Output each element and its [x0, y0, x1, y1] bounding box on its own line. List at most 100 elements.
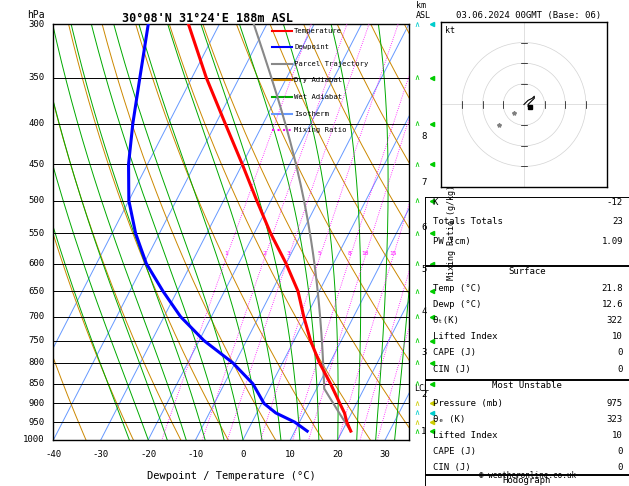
Text: 15: 15	[389, 251, 396, 256]
Text: 300: 300	[28, 20, 45, 29]
Text: Isotherm: Isotherm	[294, 111, 329, 117]
Text: 5: 5	[421, 265, 426, 274]
Text: θₜ(K): θₜ(K)	[433, 316, 460, 326]
Text: 21.8: 21.8	[601, 284, 623, 294]
Text: 1: 1	[421, 427, 426, 436]
Text: Hodograph: Hodograph	[503, 476, 551, 485]
Text: CAPE (J): CAPE (J)	[433, 447, 476, 456]
Text: 2: 2	[421, 390, 426, 399]
Text: CIN (J): CIN (J)	[433, 463, 470, 472]
Text: 0: 0	[240, 450, 246, 459]
Text: 750: 750	[28, 336, 45, 345]
Text: 10: 10	[361, 251, 369, 256]
Text: ∧: ∧	[414, 336, 419, 345]
Text: ∧: ∧	[414, 379, 419, 388]
Text: 0: 0	[618, 463, 623, 472]
Text: 12.6: 12.6	[601, 300, 623, 310]
Text: 322: 322	[607, 316, 623, 326]
Text: 3: 3	[421, 348, 426, 357]
Text: ∧: ∧	[414, 160, 419, 169]
Text: 1: 1	[225, 251, 228, 256]
Text: 0: 0	[618, 348, 623, 358]
Text: 10: 10	[612, 332, 623, 342]
Text: 23: 23	[612, 217, 623, 226]
Text: 10: 10	[285, 450, 296, 459]
Text: θₑ (K): θₑ (K)	[433, 415, 465, 424]
Text: 5: 5	[318, 251, 321, 256]
Text: 1000: 1000	[23, 435, 45, 444]
Text: Lifted Index: Lifted Index	[433, 332, 498, 342]
Text: 7: 7	[421, 178, 426, 188]
Text: ∧: ∧	[414, 358, 419, 367]
Text: -12: -12	[607, 198, 623, 207]
Text: -20: -20	[140, 450, 156, 459]
Text: hPa: hPa	[27, 10, 45, 20]
Text: 600: 600	[28, 259, 45, 268]
Text: kt: kt	[445, 26, 455, 35]
Text: Most Unstable: Most Unstable	[492, 381, 562, 390]
Text: 8: 8	[421, 132, 426, 141]
Text: 800: 800	[28, 358, 45, 367]
Text: Wet Adiabat: Wet Adiabat	[294, 94, 342, 100]
Text: 350: 350	[28, 73, 45, 82]
Text: 650: 650	[28, 287, 45, 295]
Text: 550: 550	[28, 229, 45, 238]
Text: Pressure (mb): Pressure (mb)	[433, 399, 503, 408]
Text: Dry Adiabat: Dry Adiabat	[294, 77, 342, 84]
Text: 975: 975	[607, 399, 623, 408]
Text: Dewp (°C): Dewp (°C)	[433, 300, 481, 310]
Text: ∧: ∧	[414, 229, 419, 238]
Text: ∧: ∧	[414, 417, 419, 427]
Text: Parcel Trajectory: Parcel Trajectory	[294, 61, 369, 67]
Text: CIN (J): CIN (J)	[433, 364, 470, 374]
Text: Lifted Index: Lifted Index	[433, 431, 498, 440]
Text: 950: 950	[28, 417, 45, 427]
Text: 450: 450	[28, 160, 45, 169]
Text: -40: -40	[45, 450, 62, 459]
Text: Dewpoint / Temperature (°C): Dewpoint / Temperature (°C)	[147, 471, 316, 481]
Text: -30: -30	[93, 450, 109, 459]
Text: 8: 8	[348, 251, 352, 256]
Text: ∧: ∧	[414, 427, 419, 435]
Text: 03.06.2024 00GMT (Base: 06): 03.06.2024 00GMT (Base: 06)	[456, 11, 601, 20]
Text: Temperature: Temperature	[294, 28, 342, 34]
Text: ∧: ∧	[414, 119, 419, 128]
Text: K: K	[433, 198, 438, 207]
Text: Temp (°C): Temp (°C)	[433, 284, 481, 294]
Text: 900: 900	[28, 399, 45, 408]
Text: ∧: ∧	[414, 408, 419, 417]
Text: Mixing Ratio: Mixing Ratio	[294, 127, 347, 133]
Text: 500: 500	[28, 196, 45, 205]
Text: 0: 0	[618, 364, 623, 374]
Text: 850: 850	[28, 379, 45, 388]
Text: 323: 323	[607, 415, 623, 424]
Text: ∧: ∧	[414, 73, 419, 82]
Text: ∧: ∧	[414, 287, 419, 295]
Text: ∧: ∧	[414, 20, 419, 29]
Text: Mixing Ratio (g/kg): Mixing Ratio (g/kg)	[447, 185, 456, 279]
Text: ∧: ∧	[414, 259, 419, 268]
Text: 3: 3	[286, 251, 290, 256]
Text: © weatheronline.co.uk: © weatheronline.co.uk	[479, 470, 576, 480]
Text: ∧: ∧	[414, 399, 419, 408]
Text: 4: 4	[421, 307, 426, 316]
Text: -10: -10	[187, 450, 204, 459]
Text: Surface: Surface	[508, 267, 545, 276]
Text: 30: 30	[380, 450, 391, 459]
Text: km
ASL: km ASL	[416, 1, 431, 20]
Text: PW (cm): PW (cm)	[433, 237, 470, 246]
Text: ∧: ∧	[414, 312, 419, 321]
Text: ∧: ∧	[414, 196, 419, 205]
Text: CAPE (J): CAPE (J)	[433, 348, 476, 358]
Text: 30°08'N 31°24'E 188m ASL: 30°08'N 31°24'E 188m ASL	[122, 12, 293, 25]
Text: Dewpoint: Dewpoint	[294, 44, 329, 50]
Text: LCL: LCL	[414, 384, 429, 393]
Text: 10: 10	[612, 431, 623, 440]
Text: 6: 6	[421, 223, 426, 232]
Text: 700: 700	[28, 312, 45, 321]
Text: 400: 400	[28, 119, 45, 128]
Text: 2: 2	[263, 251, 267, 256]
Text: 0: 0	[618, 447, 623, 456]
Text: 1.09: 1.09	[601, 237, 623, 246]
Text: 20: 20	[332, 450, 343, 459]
